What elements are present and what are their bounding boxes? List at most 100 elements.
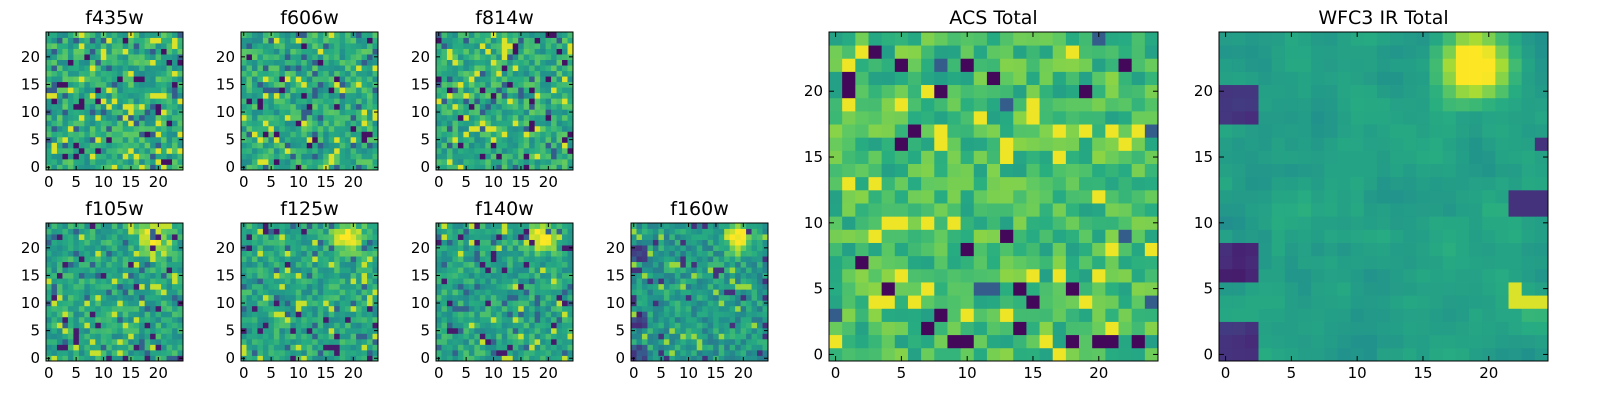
heatmap-cell bbox=[562, 136, 568, 143]
heatmap-cell bbox=[468, 245, 475, 251]
heatmap-cell bbox=[306, 349, 313, 356]
heatmap-cell bbox=[317, 261, 324, 268]
heatmap-cell bbox=[166, 103, 173, 110]
heatmap-cell bbox=[144, 305, 151, 312]
heatmap-cell bbox=[117, 322, 124, 329]
heatmap-cell bbox=[551, 256, 557, 263]
heatmap-cell bbox=[328, 48, 335, 55]
heatmap-cell bbox=[128, 131, 135, 138]
heatmap-cell bbox=[512, 87, 519, 94]
heatmap-cell bbox=[317, 98, 324, 105]
heatmap-cell bbox=[518, 120, 525, 127]
heatmap-cell bbox=[172, 98, 178, 105]
heatmap-cell bbox=[128, 43, 135, 49]
heatmap-cell bbox=[46, 147, 52, 154]
heatmap-cell bbox=[161, 59, 167, 66]
heatmap-cell bbox=[855, 229, 869, 243]
heatmap-cell bbox=[680, 322, 687, 329]
heatmap-cell bbox=[241, 344, 247, 351]
heatmap-cell bbox=[485, 98, 492, 105]
heatmap-cell bbox=[257, 81, 264, 88]
heatmap-cell bbox=[51, 239, 58, 246]
heatmap-cell bbox=[122, 87, 129, 94]
heatmap-cell bbox=[89, 322, 96, 329]
heatmap-cell bbox=[273, 349, 280, 356]
heatmap-cell bbox=[947, 268, 961, 283]
heatmap-cell bbox=[529, 349, 536, 356]
heatmap-cell bbox=[479, 344, 486, 351]
y-tick-label: 20 bbox=[216, 48, 235, 66]
heatmap-cell bbox=[960, 216, 975, 230]
axes-frame bbox=[45, 31, 184, 171]
heatmap-cell bbox=[328, 316, 335, 323]
heatmap-cell bbox=[111, 228, 118, 235]
heatmap-cell bbox=[534, 142, 541, 149]
heatmap-cell bbox=[1013, 203, 1027, 217]
heatmap-cell bbox=[463, 239, 470, 246]
heatmap-cell bbox=[507, 87, 514, 94]
heatmap-cell bbox=[328, 305, 335, 312]
heatmap-cell bbox=[150, 294, 156, 301]
heatmap-cell bbox=[317, 234, 324, 240]
heatmap-cell bbox=[150, 283, 156, 290]
heatmap-cell bbox=[921, 295, 935, 309]
heatmap-cell bbox=[172, 278, 178, 285]
heatmap-cell bbox=[251, 37, 258, 44]
heatmap-cell bbox=[106, 92, 113, 99]
heatmap-cell bbox=[446, 261, 453, 268]
heatmap-cell bbox=[317, 305, 324, 312]
heatmap-cell bbox=[139, 142, 146, 149]
heatmap-cell bbox=[973, 163, 988, 178]
heatmap-cell bbox=[73, 109, 80, 116]
heatmap-cell bbox=[268, 147, 275, 154]
heatmap-cell bbox=[485, 59, 492, 66]
heatmap-cell bbox=[729, 333, 736, 340]
heatmap-cell bbox=[128, 153, 135, 160]
heatmap-cell bbox=[474, 349, 481, 356]
heatmap-cell bbox=[317, 355, 324, 362]
heatmap-cell bbox=[361, 294, 368, 301]
heatmap-cell bbox=[161, 316, 167, 323]
heatmap-cell bbox=[1079, 189, 1093, 204]
heatmap-cell bbox=[84, 125, 91, 132]
heatmap-cell bbox=[100, 43, 107, 49]
heatmap-cell bbox=[556, 48, 563, 55]
heatmap-cell bbox=[284, 228, 291, 235]
heatmap-cell bbox=[251, 327, 258, 334]
heatmap-cell bbox=[84, 81, 91, 88]
heatmap-cell bbox=[95, 131, 102, 138]
heatmap-cell bbox=[279, 278, 286, 285]
heatmap-cell bbox=[855, 242, 869, 257]
heatmap-cell bbox=[241, 333, 247, 340]
heatmap-cell bbox=[663, 311, 670, 318]
heatmap-cell bbox=[367, 267, 373, 274]
heatmap-cell bbox=[284, 327, 291, 334]
heatmap-cell bbox=[652, 327, 659, 334]
heatmap-cell bbox=[345, 98, 351, 105]
heatmap-cell bbox=[674, 228, 681, 235]
heatmap-cell bbox=[339, 158, 346, 165]
heatmap-cell bbox=[312, 37, 319, 44]
heatmap-cell bbox=[523, 316, 530, 323]
heatmap-cell bbox=[62, 158, 69, 165]
heatmap-cell bbox=[512, 32, 519, 38]
heatmap-cell bbox=[339, 283, 346, 290]
heatmap-cell bbox=[177, 305, 184, 312]
heatmap-cell bbox=[534, 109, 541, 116]
heatmap-cell bbox=[540, 250, 546, 257]
heatmap-cell bbox=[361, 289, 368, 296]
heatmap-cell bbox=[73, 54, 80, 60]
heatmap-cell bbox=[301, 327, 308, 334]
heatmap-cell bbox=[334, 250, 341, 257]
heatmap-cell bbox=[507, 234, 514, 240]
heatmap-cell bbox=[518, 37, 525, 44]
heatmap-cell bbox=[757, 327, 763, 334]
heatmap-cell bbox=[290, 32, 297, 38]
heatmap-cell bbox=[718, 305, 725, 312]
heatmap-cell bbox=[485, 289, 492, 296]
heatmap-cell bbox=[367, 294, 373, 301]
heatmap-cell bbox=[1013, 308, 1027, 322]
heatmap-cell bbox=[567, 147, 574, 154]
heatmap-cell bbox=[468, 256, 475, 263]
heatmap-cell bbox=[290, 278, 297, 285]
